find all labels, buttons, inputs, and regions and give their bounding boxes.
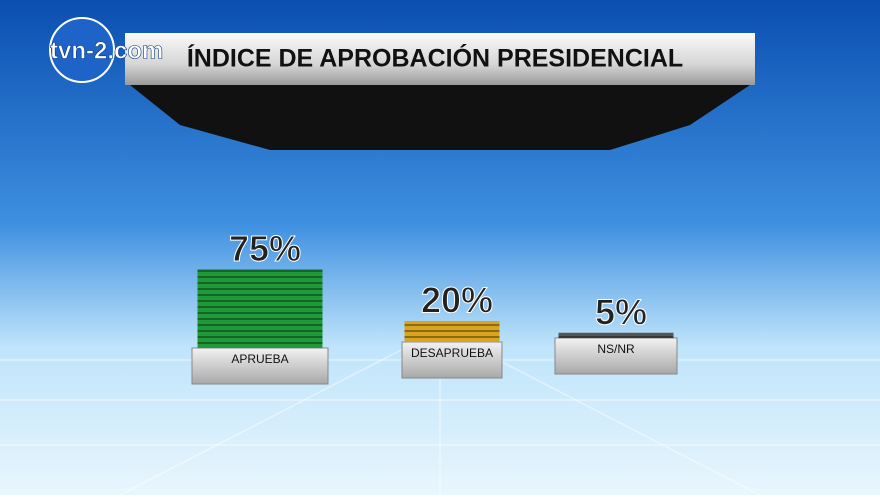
logo-badge (49, 17, 115, 83)
pedestal (554, 337, 678, 375)
value-label: 5% (595, 291, 647, 332)
title-banner (125, 33, 755, 85)
x-tick-label: NS/NR (597, 342, 635, 356)
banner-shadow (130, 85, 750, 150)
pedestal (401, 341, 503, 379)
bar-stripes (404, 321, 500, 342)
pedestal (191, 347, 329, 385)
bar-stripes (197, 269, 323, 348)
floor-grid (0, 329, 880, 496)
chart-title: ÍNDICE DE APROBACIÓN PRESIDENCIAL (187, 43, 683, 73)
value-label: 20% (421, 280, 493, 321)
x-tick-label: DESAPRUEBA (411, 346, 493, 360)
brand-logo: tvn-2.com (50, 37, 163, 64)
x-tick-label: APRUEBA (231, 352, 288, 366)
bar-stripes (558, 332, 674, 338)
value-label: 75% (229, 228, 301, 269)
